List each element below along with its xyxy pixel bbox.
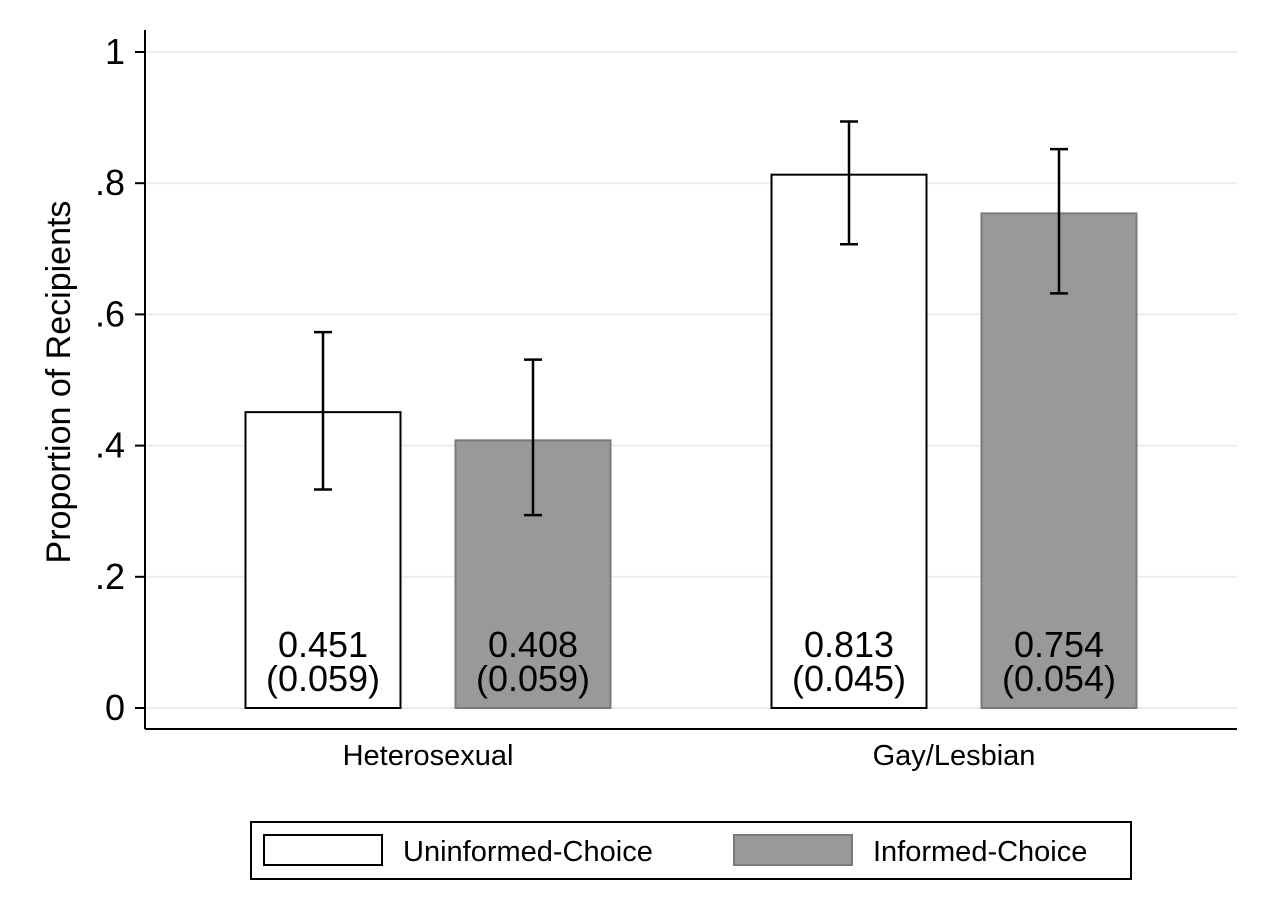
value-label: 0.813	[804, 624, 894, 665]
legend-box	[250, 821, 1132, 880]
y-tick-label: 0	[105, 687, 125, 728]
axes	[144, 30, 1237, 730]
y-tick-label: .8	[95, 162, 125, 203]
value-label: 0.408	[488, 624, 578, 665]
legend-swatch	[263, 834, 383, 866]
se-label: (0.045)	[792, 658, 906, 699]
x-category-label: Gay/Lesbian	[873, 740, 1036, 772]
data-labels: 0.451(0.059)0.813(0.045)0.408(0.059)0.75…	[266, 624, 1116, 699]
se-label: (0.059)	[476, 658, 590, 699]
legend-label: Informed-Choice	[873, 836, 1087, 868]
legend-swatch	[733, 834, 853, 866]
x-category-label: Heterosexual	[343, 740, 514, 772]
error-bars	[314, 120, 1068, 517]
y-tick-label: 1	[105, 31, 125, 72]
x-category-labels: Heterosexual Gay/Lesbian	[343, 740, 1036, 772]
value-label: 0.754	[1014, 624, 1104, 665]
y-tick-label: .2	[95, 556, 125, 597]
value-label: 0.451	[278, 624, 368, 665]
bars	[244, 173, 1138, 709]
bar	[770, 173, 928, 709]
y-tick-label: .6	[95, 293, 125, 334]
se-label: (0.059)	[266, 658, 380, 699]
legend: Uninformed-Choice Informed-Choice	[250, 821, 1132, 880]
legend-label: Uninformed-Choice	[403, 836, 653, 868]
y-tick-label: .4	[95, 425, 125, 466]
y-axis-title: Proportion of Recipients	[40, 201, 78, 564]
se-label: (0.054)	[1002, 658, 1116, 699]
y-ticks: 0 .2 .4 .6 .8 1	[95, 31, 145, 728]
